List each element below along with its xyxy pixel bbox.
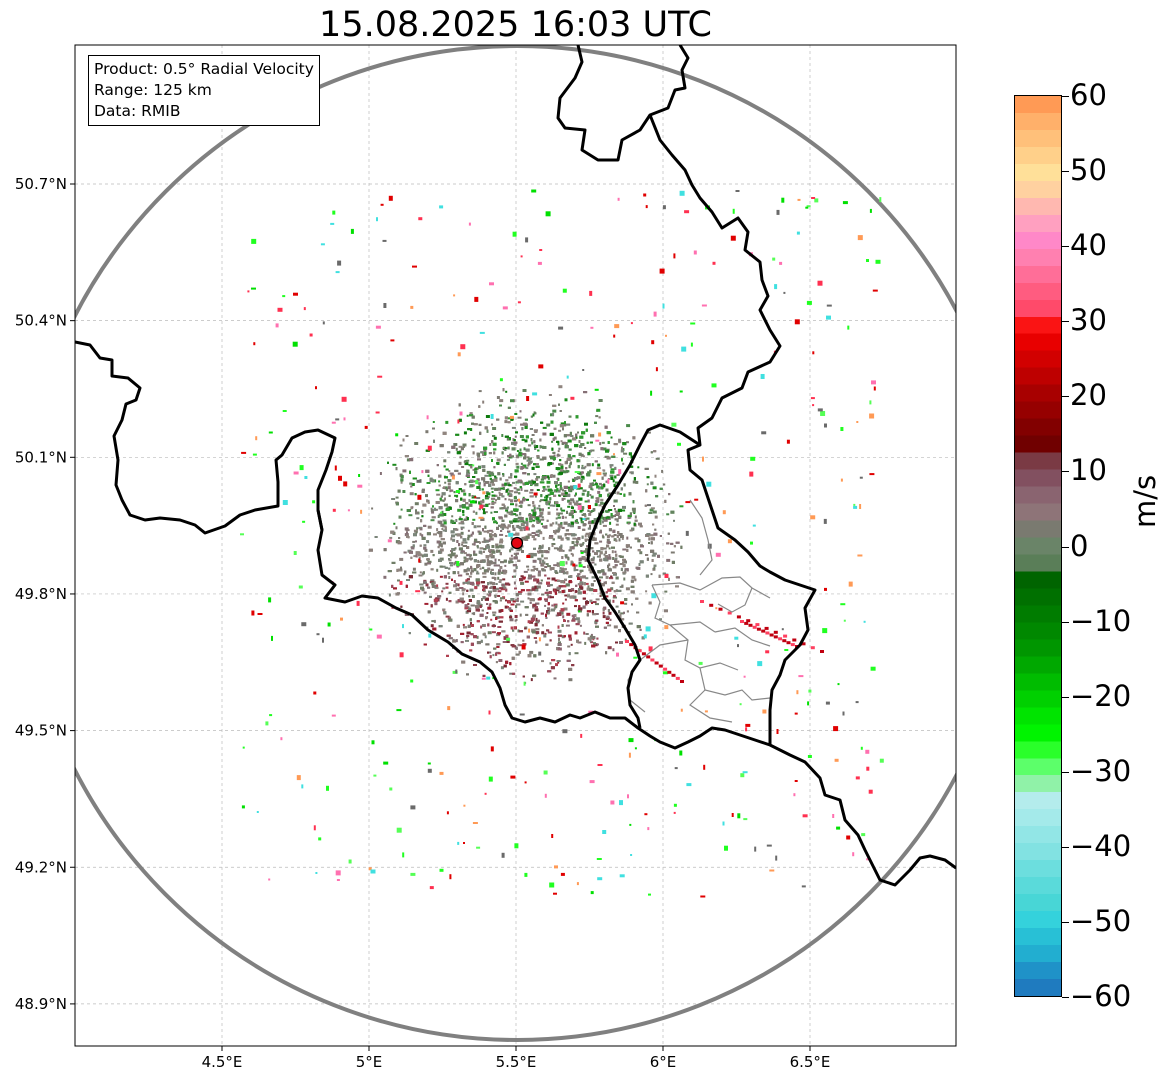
velocity-colorbar xyxy=(1014,95,1062,997)
colorbar-tick-mark xyxy=(1062,621,1069,623)
y-tick-label: 48.9°N xyxy=(15,995,67,1013)
colorbar-tick-mark xyxy=(1062,546,1069,548)
x-tick-label: 5°E xyxy=(356,1053,383,1071)
colorbar-tick-mark xyxy=(1062,997,1069,998)
colorbar-tick-mark xyxy=(1062,921,1069,923)
colorbar-tick-label: 0 xyxy=(1070,528,1089,563)
colorbar-tick-label: 50 xyxy=(1070,153,1107,188)
axis-ticks: 4.5°E 5°E 5.5°E 6°E 6.5°E 50.7°N 50.4°N 50.1°N 4… xyxy=(15,175,831,1071)
colorbar-tick-label: 30 xyxy=(1070,303,1107,338)
radar-site-marker xyxy=(510,536,524,550)
x-tick-label: 4.5°E xyxy=(202,1053,243,1071)
radar-range-ring xyxy=(75,45,956,1042)
x-tick-label: 5.5°E xyxy=(496,1053,537,1071)
colorbar-tick-label: −40 xyxy=(1070,828,1132,863)
x-tick-label: 6°E xyxy=(650,1053,677,1071)
colorbar-tick-label: −30 xyxy=(1070,753,1132,788)
colorbar-tick-label: 40 xyxy=(1070,228,1107,263)
colorbar-tick-label: −10 xyxy=(1070,603,1132,638)
product-label: Product: 0.5° Radial Velocity xyxy=(94,60,314,78)
map-title: 15.08.2025 16:03 UTC xyxy=(319,5,712,45)
colorbar-unit-label: m/s xyxy=(1128,474,1162,528)
colorbar-tick-label: 10 xyxy=(1070,453,1107,488)
y-tick-label: 49.8°N xyxy=(15,585,67,603)
colorbar-tick-mark xyxy=(1062,171,1069,173)
colorbar-tick-mark xyxy=(1062,846,1069,848)
y-tick-label: 50.4°N xyxy=(15,312,67,330)
colorbar-tick-label: −20 xyxy=(1070,678,1132,713)
colorbar-tick-mark xyxy=(1062,96,1069,97)
y-tick-label: 49.5°N xyxy=(15,722,67,740)
colorbar-tick-mark xyxy=(1062,471,1069,473)
colorbar-tick-label: 60 xyxy=(1070,78,1107,112)
data-source-label: Data: RMIB xyxy=(94,102,181,120)
range-label: Range: 125 km xyxy=(94,81,212,99)
admin-boundaries xyxy=(627,499,771,723)
colorbar-tick-label: 20 xyxy=(1070,378,1107,413)
colorbar-tick-mark xyxy=(1062,771,1069,773)
x-tick-label: 6.5°E xyxy=(790,1053,831,1071)
radar-echoes xyxy=(240,189,884,898)
colorbar-tick-mark xyxy=(1062,396,1069,398)
colorbar-tick-mark xyxy=(1062,696,1069,698)
colorbar-tick-mark xyxy=(1062,321,1069,323)
y-tick-label: 50.1°N xyxy=(15,448,67,466)
colorbar-tick-label: −50 xyxy=(1070,903,1132,938)
colorbar-tick-label: −60 xyxy=(1070,979,1132,1013)
product-info-box: Product: 0.5° Radial Velocity Range: 125… xyxy=(88,55,320,126)
country-borders xyxy=(75,45,956,887)
y-tick-label: 50.7°N xyxy=(15,175,67,193)
y-tick-label: 49.2°N xyxy=(15,858,67,876)
colorbar-tick-mark xyxy=(1062,246,1069,248)
